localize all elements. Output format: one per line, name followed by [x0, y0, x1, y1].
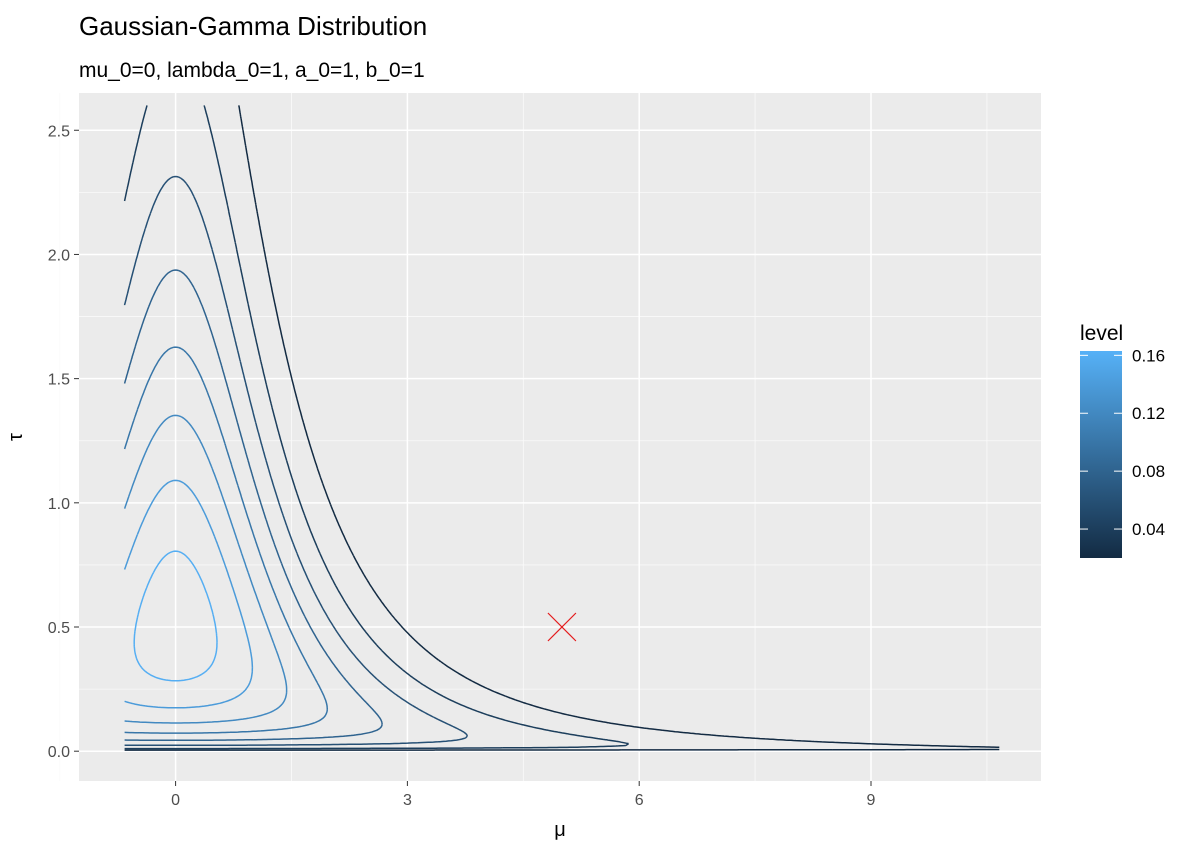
chart-title: Gaussian-Gamma Distribution: [79, 11, 427, 41]
legend-tick-label: 0.04: [1132, 520, 1165, 539]
legend: level 0.04 0.08 0.12 0.16: [1080, 322, 1165, 558]
x-tick-label: 3: [403, 792, 412, 809]
contour-line: [123, 175, 469, 747]
y-tick-label: 2.0: [48, 247, 70, 264]
marker-point: [547, 612, 577, 642]
legend-tick-label: 0.08: [1132, 462, 1165, 481]
contour-line: [123, 269, 383, 742]
y-tick-label: 1.5: [48, 372, 70, 389]
plot-panel: [79, 93, 1041, 781]
legend-ticks: 0.04 0.08 0.12 0.16: [1080, 346, 1165, 539]
contour-line: [123, 479, 254, 709]
contour-line: [123, 414, 288, 724]
legend-tick-label: 0.16: [1132, 346, 1165, 365]
x-tick-label: 9: [867, 792, 876, 809]
legend-title: level: [1080, 322, 1123, 345]
y-tick-label: 1.0: [48, 496, 70, 513]
y-tick-label: 2.5: [48, 123, 70, 140]
legend-colorbar: [1080, 351, 1122, 558]
contour-lines: [123, 105, 1000, 751]
contour-line: [123, 105, 630, 750]
x-axis-ticks: 0 3 6 9: [171, 781, 876, 809]
x-tick-label: 6: [635, 792, 644, 809]
y-tick-label: 0.0: [48, 744, 70, 761]
contour-line: [133, 550, 218, 682]
y-axis-title: τ: [5, 433, 27, 441]
legend-tick-label: 0.12: [1132, 404, 1165, 423]
x-axis-title: μ: [554, 819, 566, 841]
y-tick-label: 0.5: [48, 620, 70, 637]
chart-subtitle: mu_0=0, lambda_0=1, a_0=1, b_0=1: [79, 59, 425, 82]
marker-stroke: [547, 612, 577, 642]
contour-line: [123, 346, 329, 734]
contour-line: [124, 105, 1000, 751]
y-axis-ticks: 0.0 0.5 1.0 1.5 2.0 2.5: [48, 123, 79, 761]
grid-major: [79, 93, 1041, 781]
grid-minor: [59, 93, 1041, 781]
x-tick-label: 0: [171, 792, 180, 809]
